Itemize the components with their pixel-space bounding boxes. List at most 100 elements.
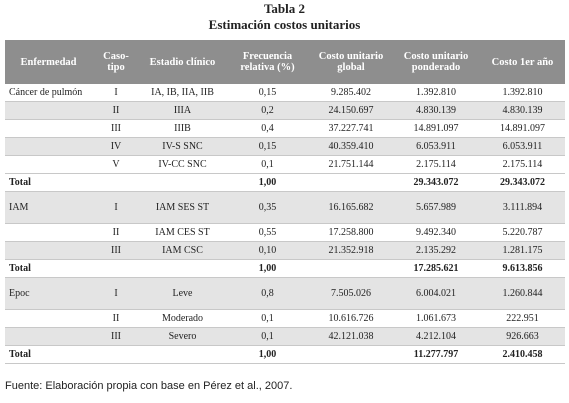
table-cell: IIIB	[140, 119, 225, 138]
table-cell: 21.352.918	[310, 241, 392, 260]
table-row: II Moderado 0,1 10.616.726 1.061.673 222.951	[5, 309, 565, 328]
column-header: Estadio clínico	[140, 40, 225, 84]
table-cell: 0,1	[225, 309, 310, 328]
table-cell: 6.053.911	[480, 137, 565, 156]
table-cell: 14.891.097	[392, 119, 480, 138]
total-frequency: 1,00	[225, 173, 310, 192]
table-cell: Severo	[140, 327, 225, 346]
table-cell: 21.751.144	[310, 155, 392, 174]
empty-cell	[5, 137, 92, 156]
table-cell: 9.492.340	[392, 223, 480, 242]
empty-cell	[5, 223, 92, 242]
table-cell: I	[92, 84, 140, 102]
empty-cell	[5, 309, 92, 328]
table-cell: IAM SES ST	[140, 191, 225, 224]
table-row: V IV-CC SNC 0,1 21.751.144 2.175.114 2.175.11…	[5, 155, 565, 174]
table-row: II IIIA 0,2 24.150.697 4.830.139 4.830.139	[5, 101, 565, 120]
table-cell: 7.505.026	[310, 277, 392, 310]
table-cell: III	[92, 327, 140, 346]
empty-cell	[5, 119, 92, 138]
table-cell: 0,1	[225, 327, 310, 346]
empty-cell	[5, 241, 92, 260]
total-label: Total	[5, 259, 92, 278]
table-cell: 1.392.810	[480, 84, 565, 102]
table-cell: 16.165.682	[310, 191, 392, 224]
total-first-year-cost: 9.613.856	[480, 259, 565, 278]
table-cell: 0,1	[225, 155, 310, 174]
table-cell: IAM CES ST	[140, 223, 225, 242]
table-row: IAM I IAM SES ST 0,35 16.165.682 5.657.989 3.1…	[5, 191, 565, 224]
disease-cell: IAM	[5, 191, 92, 224]
table-cell: 10.616.726	[310, 309, 392, 328]
table-cell: 3.111.894	[480, 191, 565, 224]
table-cell: 926.663	[480, 327, 565, 346]
source-note: Fuente: Elaboración propia con base en P…	[5, 380, 293, 392]
table-cell: Moderado	[140, 309, 225, 328]
total-first-year-cost: 2.410.458	[480, 345, 565, 364]
table-cell: 0,55	[225, 223, 310, 242]
table-cell: III	[92, 241, 140, 260]
table-cell: 5.657.989	[392, 191, 480, 224]
empty-cell	[140, 345, 225, 364]
total-row: Total 1,00 29.343.072 29.343.072	[5, 173, 565, 192]
total-label: Total	[5, 345, 92, 364]
column-header: Costo unitario ponderado	[392, 40, 480, 84]
column-header: Enfermedad	[5, 40, 92, 84]
table-row: III IAM CSC 0,10 21.352.918 2.135.292 1.281.1…	[5, 241, 565, 260]
table-cell: 0,2	[225, 101, 310, 120]
table-cell: IIIA	[140, 101, 225, 120]
table-cell: Leve	[140, 277, 225, 310]
table-cell: 4.830.139	[480, 101, 565, 120]
header-row: Enfermedad Caso-tipo Estadio clínico Frecue…	[5, 40, 565, 84]
table-cell: IV-S SNC	[140, 137, 225, 156]
empty-cell	[310, 259, 392, 278]
empty-cell	[310, 345, 392, 364]
table-cell: 222.951	[480, 309, 565, 328]
table-cell: II	[92, 101, 140, 120]
disease-cell: Epoc	[5, 277, 92, 310]
table-cell: 2.175.114	[480, 155, 565, 174]
empty-cell	[140, 259, 225, 278]
empty-cell	[310, 173, 392, 192]
column-header: Costo unitario global	[310, 40, 392, 84]
table-cell: 14.891.097	[480, 119, 565, 138]
total-weighted-cost: 11.277.797	[392, 345, 480, 364]
table-subtitle: Estimación costos unitarios	[208, 17, 361, 32]
table-cell: 0,8	[225, 277, 310, 310]
table-cell: 5.220.787	[480, 223, 565, 242]
table-cell: 0,15	[225, 84, 310, 102]
table-cell: V	[92, 155, 140, 174]
table-cell: 37.227.741	[310, 119, 392, 138]
table-cell: 17.258.800	[310, 223, 392, 242]
table-cell: 1.260.844	[480, 277, 565, 310]
empty-cell	[5, 327, 92, 346]
table-row: II IAM CES ST 0,55 17.258.800 9.492.340 5.220…	[5, 223, 565, 242]
empty-cell	[92, 173, 140, 192]
table-cell: 2.175.114	[392, 155, 480, 174]
table-cell: 0,10	[225, 241, 310, 260]
total-frequency: 1,00	[225, 259, 310, 278]
table-cell: I	[92, 277, 140, 310]
cost-table: Enfermedad Caso-tipo Estadio clínico Frecue…	[5, 40, 565, 364]
table-row: Cáncer de pulmón I IA, IB, IIA, IIB 0,15 9.2…	[5, 84, 565, 102]
table-cell: 0,4	[225, 119, 310, 138]
table-cell: IV	[92, 137, 140, 156]
table-cell: 2.135.292	[392, 241, 480, 260]
table-cell: 1.392.810	[392, 84, 480, 102]
table-row: IV IV-S SNC 0,15 40.359.410 6.053.911 6.053.9…	[5, 137, 565, 156]
table-cell: II	[92, 309, 140, 328]
table-cell: 1.061.673	[392, 309, 480, 328]
disease-cell: Cáncer de pulmón	[5, 84, 92, 102]
total-row: Total 1,00 17.285.621 9.613.856	[5, 259, 565, 278]
total-frequency: 1,00	[225, 345, 310, 364]
table-cell: 1.281.175	[480, 241, 565, 260]
table-cell: IAM CSC	[140, 241, 225, 260]
column-header: Caso-tipo	[92, 40, 140, 84]
table-cell: II	[92, 223, 140, 242]
column-header: Frecuencia relativa (%)	[225, 40, 310, 84]
empty-cell	[92, 345, 140, 364]
table-cell: 40.359.410	[310, 137, 392, 156]
total-label: Total	[5, 173, 92, 192]
empty-cell	[5, 101, 92, 120]
empty-cell	[140, 173, 225, 192]
